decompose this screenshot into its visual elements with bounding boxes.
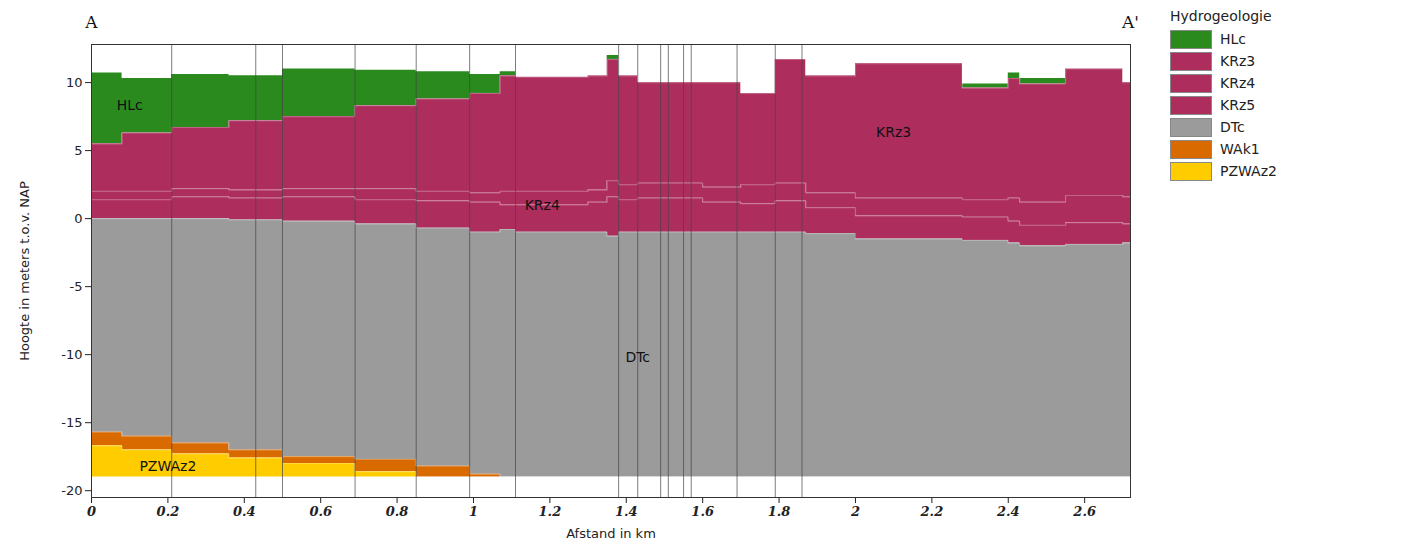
html-text:Hydrogeologie: Hydrogeologie — [1170, 8, 1272, 24]
svg-text:1.8: 1.8 — [768, 504, 791, 519]
svg-text:1.6: 1.6 — [691, 504, 714, 519]
svg-text:1: 1 — [469, 504, 478, 519]
svg-text:A: A — [84, 12, 98, 32]
svg-text:2.4: 2.4 — [996, 504, 1020, 519]
svg-text:2.2: 2.2 — [920, 504, 944, 519]
html-text:DTc: DTc — [1220, 119, 1245, 135]
svg-text:1.4: 1.4 — [615, 504, 638, 519]
svg-text:0.8: 0.8 — [386, 504, 409, 519]
svg-text:DTc: DTc — [625, 349, 650, 365]
html-text:KRz3: KRz3 — [1220, 53, 1256, 69]
svg-text:10: 10 — [66, 75, 83, 90]
svg-text:0: 0 — [74, 211, 82, 226]
svg-text:0: 0 — [87, 504, 96, 519]
svg-text:2.6: 2.6 — [1072, 504, 1096, 519]
html-text:PZWAz2: PZWAz2 — [1220, 163, 1277, 179]
svg-text:1.2: 1.2 — [539, 504, 562, 519]
svg-text:0.2: 0.2 — [157, 504, 180, 519]
svg-text:-5: -5 — [70, 279, 83, 294]
svg-text:Afstand in km: Afstand in km — [566, 526, 656, 541]
svg-text:0.6: 0.6 — [309, 504, 332, 519]
html-text:KRz4: KRz4 — [1220, 75, 1256, 91]
svg-text:5: 5 — [74, 143, 82, 158]
html-text:KRz5: KRz5 — [1220, 97, 1256, 113]
svg-text:-15: -15 — [61, 415, 82, 430]
svg-text:KRz3: KRz3 — [876, 124, 911, 140]
html-text:HLc: HLc — [1220, 31, 1246, 47]
svg-text:2: 2 — [850, 504, 860, 519]
svg-text:0.4: 0.4 — [233, 504, 256, 519]
svg-text:PZWAz2: PZWAz2 — [139, 458, 196, 474]
svg-text:Hoogte in meters t.o.v. NAP: Hoogte in meters t.o.v. NAP — [17, 181, 32, 361]
svg-text:-10: -10 — [61, 347, 82, 362]
html-text:WAk1: WAk1 — [1220, 141, 1260, 157]
svg-text:-20: -20 — [61, 483, 82, 498]
svg-text:A': A' — [1121, 12, 1139, 32]
svg-text:HLc: HLc — [117, 97, 143, 113]
svg-text:KRz4: KRz4 — [525, 197, 560, 213]
